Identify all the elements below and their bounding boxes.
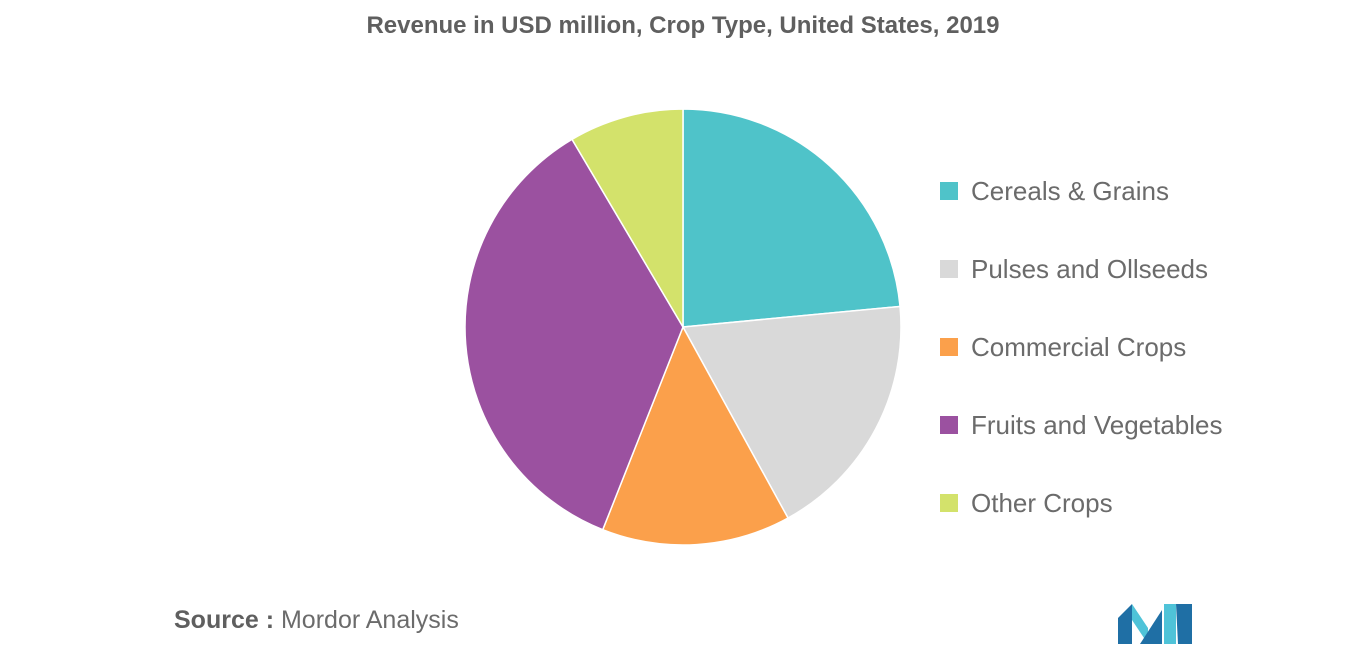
source-text: Mordor Analysis — [280, 606, 459, 634]
logo-left-dark — [1118, 604, 1132, 644]
source-note: Source : Mordor Analysis — [174, 606, 459, 635]
logo-right-light — [1164, 604, 1176, 644]
mordor-intelligence-logo-icon — [1118, 604, 1192, 644]
pie-slice-other — [571, 108, 684, 330]
legend-label-fruits: Fruits and Vegetables — [971, 409, 1223, 440]
logo-right-dark — [1176, 604, 1192, 644]
legend-item-fruits: Fruits and Vegetables — [940, 386, 1223, 464]
logo-left-light — [1132, 604, 1148, 644]
logo-mid-dark — [1140, 610, 1162, 644]
legend-swatch-commercial — [940, 338, 958, 356]
legend-item-cereals: Cereals & Grains — [940, 152, 1223, 230]
pie-slice-commercial — [601, 325, 790, 546]
chart-legend: Cereals & Grains Pulses and Ollseeds Com… — [940, 152, 1223, 542]
legend-label-pulses: Pulses and Ollseeds — [971, 253, 1209, 284]
legend-label-commercial: Commercial Crops — [971, 331, 1187, 362]
legend-swatch-pulses — [940, 260, 958, 278]
chart-title: Revenue in USD million, Crop Type, Unite… — [366, 12, 1000, 39]
legend-swatch-cereals — [940, 182, 958, 200]
legend-swatch-fruits — [940, 416, 958, 434]
legend-swatch-other — [940, 494, 958, 512]
source-prefix: Source : — [174, 606, 275, 634]
pie-slice-pulses — [681, 305, 902, 520]
legend-item-pulses: Pulses and Ollseeds — [940, 230, 1223, 308]
legend-item-other: Other Crops — [940, 464, 1223, 542]
legend-label-cereals: Cereals & Grains — [971, 175, 1169, 206]
pie-slice-cereals — [682, 108, 901, 328]
legend-item-commercial: Commercial Crops — [940, 308, 1223, 386]
pie-slices — [464, 108, 902, 546]
pie-slice-fruits — [464, 138, 684, 531]
legend-label-other: Other Crops — [971, 487, 1113, 518]
